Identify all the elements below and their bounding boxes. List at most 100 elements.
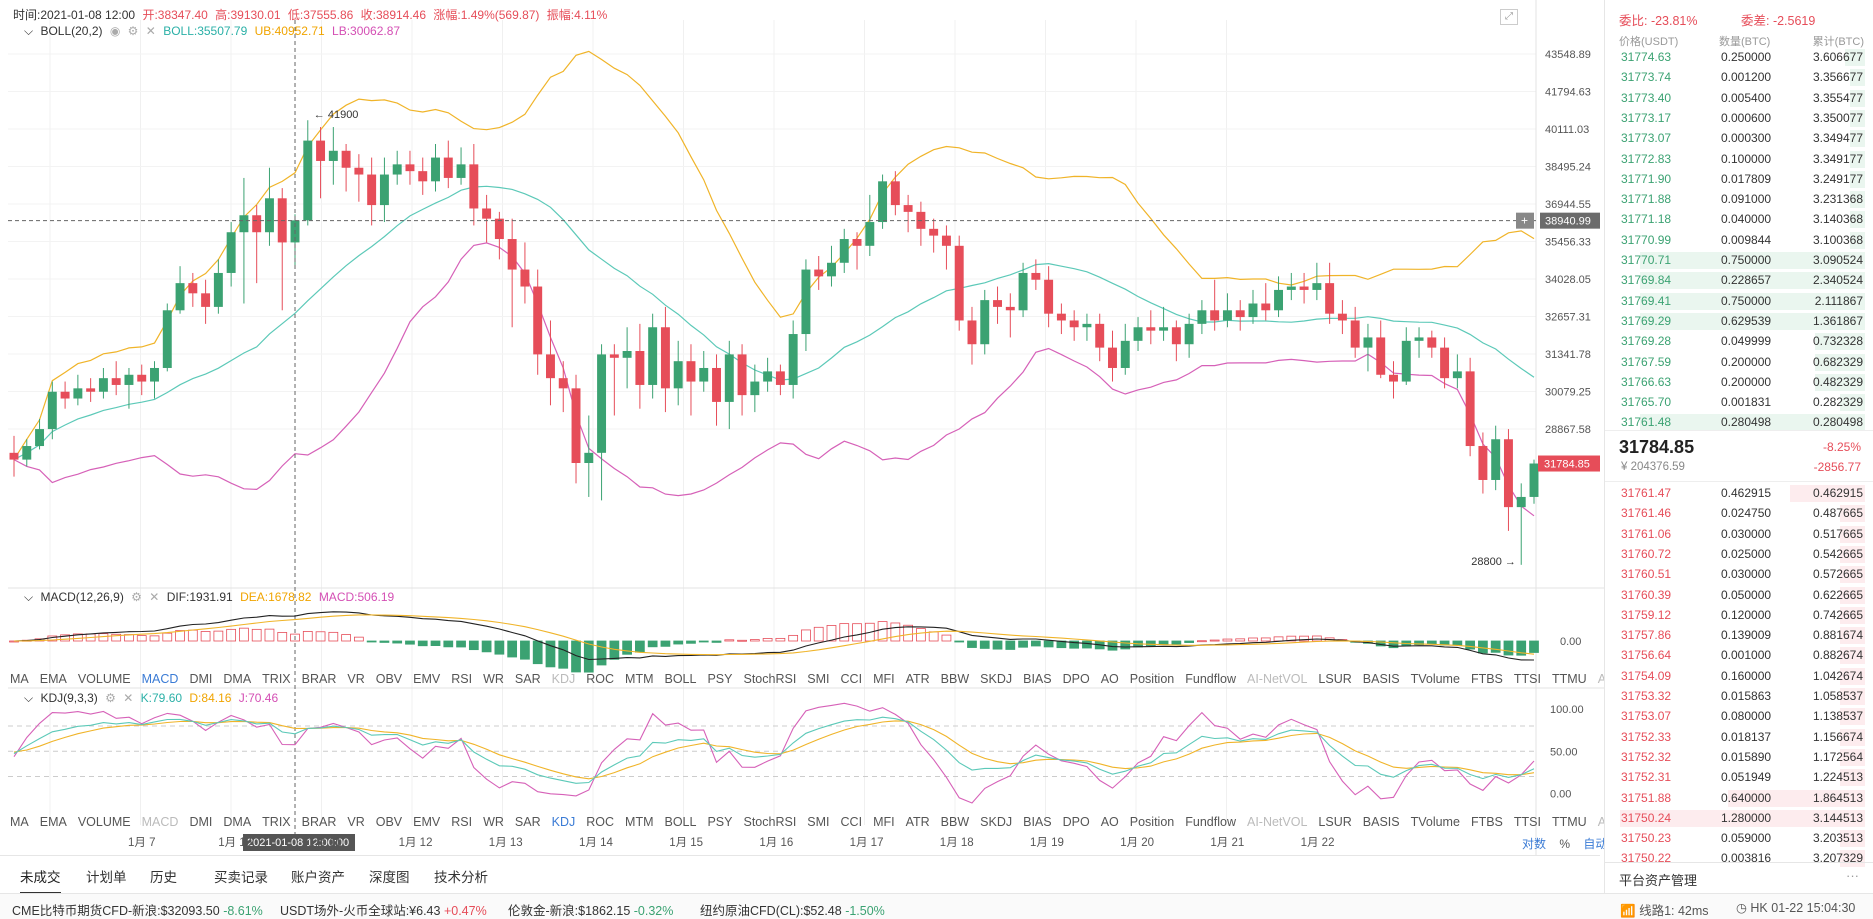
ask-row[interactable]: 31769.41 0.750000 2.111867 [1605,291,1873,311]
indicator-mtm[interactable]: MTM [625,672,654,686]
ticker-item[interactable]: USDT场外-火币全球站:¥6.43 +0.47% [280,900,487,919]
bid-row[interactable]: 31756.64 0.001000 0.882674 [1605,645,1873,665]
indicator-bbw[interactable]: BBW [940,672,970,686]
indicator-smi[interactable]: SMI [807,672,830,686]
indicator-position[interactable]: Position [1129,815,1175,829]
indicator-volume[interactable]: VOLUME [77,815,131,829]
indicator-mtm[interactable]: MTM [625,815,654,829]
indicator-mfi[interactable]: MFI [873,672,895,686]
indicator-ttmu[interactable]: TTMU [1551,815,1587,829]
bid-row[interactable]: 31761.06 0.030000 0.517665 [1605,524,1873,544]
indicator-ma[interactable]: MA [10,815,29,829]
indicator-ao[interactable]: AO [1100,672,1119,686]
bid-row[interactable]: 31760.51 0.030000 0.572665 [1605,564,1873,584]
indicator-ttsi[interactable]: TTSI [1513,815,1541,829]
bid-row[interactable]: 31754.09 0.160000 1.042674 [1605,666,1873,686]
fullscreen-icon[interactable]: ⤢ [1500,9,1518,25]
indicator-skdj[interactable]: SKDJ [980,672,1013,686]
indicator-dpo[interactable]: DPO [1062,815,1090,829]
bid-row[interactable]: 31753.07 0.080000 1.138537 [1605,706,1873,726]
ask-row[interactable]: 31761.48 0.280498 0.280498 [1605,412,1873,432]
auto-scale-button[interactable]: 自动 [1583,837,1608,851]
ticker-item[interactable]: CME比特币期货CFD-新浪:$32093.50 -8.61% [12,900,263,919]
indicator-ftbs[interactable]: FTBS [1470,815,1503,829]
ask-row[interactable]: 31771.90 0.017809 3.249177 [1605,169,1873,189]
indicator-rsi[interactable]: RSI [451,672,473,686]
indicator-sar[interactable]: SAR [514,815,541,829]
indicator-emv[interactable]: EMV [413,672,441,686]
bid-row[interactable]: 31759.12 0.120000 0.742665 [1605,605,1873,625]
ask-row[interactable]: 31770.71 0.750000 3.090524 [1605,250,1873,270]
tab-2[interactable]: 历史 [150,870,177,885]
tab-1[interactable]: 计划单 [86,870,127,885]
indicator-ai-netvol[interactable]: AI-NetVOL [1246,672,1308,686]
indicator-bias[interactable]: BIAS [1023,672,1052,686]
ask-row[interactable]: 31769.84 0.228657 2.340524 [1605,270,1873,290]
indicator-obv[interactable]: OBV [375,672,403,686]
indicator-sar[interactable]: SAR [514,672,541,686]
indicator-dmi[interactable]: DMI [189,672,213,686]
indicator-boll[interactable]: BOLL [664,815,697,829]
ask-row[interactable]: 31773.74 0.001200 3.356677 [1605,67,1873,87]
indicator-dma[interactable]: DMA [223,672,252,686]
bid-row[interactable]: 31757.86 0.139009 0.881674 [1605,625,1873,645]
indicator-ttsi[interactable]: TTSI [1513,672,1541,686]
indicator-fundflow[interactable]: Fundflow [1185,815,1236,829]
indicator-cci[interactable]: CCI [840,815,863,829]
ask-row[interactable]: 31773.07 0.000300 3.349477 [1605,128,1873,148]
indicator-trix[interactable]: TRIX [262,672,291,686]
ask-row[interactable]: 31770.99 0.009844 3.100368 [1605,230,1873,250]
indicator-psy[interactable]: PSY [707,815,733,829]
bid-row[interactable]: 31752.32 0.015890 1.172564 [1605,747,1873,767]
indicator-psy[interactable]: PSY [707,672,733,686]
tab-3[interactable]: 买卖记录 [214,870,268,885]
indicator-atr[interactable]: ATR [905,815,930,829]
indicator-atr[interactable]: ATR [905,672,930,686]
gear-icon[interactable]: ⚙ [105,691,116,705]
indicator-volume[interactable]: VOLUME [77,672,131,686]
ask-row[interactable]: 31765.70 0.001831 0.282329 [1605,392,1873,412]
indicator-stochrsi[interactable]: StochRSI [743,672,797,686]
bid-row[interactable]: 31752.31 0.051949 1.224513 [1605,767,1873,787]
indicator-position[interactable]: Position [1129,672,1175,686]
indicator-smi[interactable]: SMI [807,815,830,829]
indicator-ema[interactable]: EMA [39,815,67,829]
indicator-dmi[interactable]: DMI [189,815,213,829]
indicator-cci[interactable]: CCI [840,672,863,686]
indicator-tvolume[interactable]: TVolume [1410,672,1460,686]
chevron-down-icon[interactable]: ⌵ [24,590,34,604]
indicator-bias[interactable]: BIAS [1023,815,1052,829]
ask-row[interactable]: 31767.59 0.200000 0.682329 [1605,352,1873,372]
indicator-vr[interactable]: VR [347,672,365,686]
bid-row[interactable]: 31753.32 0.015863 1.058537 [1605,686,1873,706]
more-icon[interactable]: ··· [1846,868,1859,883]
indicator-kdj[interactable]: KDJ [551,672,576,686]
close-icon[interactable]: ✕ [149,590,160,604]
indicator-ma[interactable]: MA [10,672,29,686]
indicator-roc[interactable]: ROC [586,672,615,686]
indicator-stochrsi[interactable]: StochRSI [743,815,797,829]
bid-row[interactable]: 31761.46 0.024750 0.487665 [1605,503,1873,523]
indicator-tvolume[interactable]: TVolume [1410,815,1460,829]
bid-row[interactable]: 31761.47 0.462915 0.462915 [1605,483,1873,503]
indicator-vr[interactable]: VR [347,815,365,829]
indicator-ema[interactable]: EMA [39,672,67,686]
indicator-trix[interactable]: TRIX [262,815,291,829]
ask-row[interactable]: 31766.63 0.200000 0.482329 [1605,372,1873,392]
ask-row[interactable]: 31774.63 0.250000 3.606677 [1605,47,1873,67]
ask-row[interactable]: 31773.17 0.000600 3.350077 [1605,108,1873,128]
tab-0[interactable]: 未成交 [20,866,61,894]
indicator-skdj[interactable]: SKDJ [980,815,1013,829]
indicator-fundflow[interactable]: Fundflow [1185,672,1236,686]
bid-row[interactable]: 31752.33 0.018137 1.156674 [1605,727,1873,747]
bid-row[interactable]: 31760.72 0.025000 0.542665 [1605,544,1873,564]
bid-row[interactable]: 31760.39 0.050000 0.622665 [1605,585,1873,605]
ask-row[interactable]: 31772.83 0.100000 3.349177 [1605,149,1873,169]
ask-row[interactable]: 31771.18 0.040000 3.140368 [1605,209,1873,229]
indicator-ao[interactable]: AO [1100,815,1119,829]
indicator-wr[interactable]: WR [483,815,504,829]
gear-icon[interactable]: ⚙ [127,24,139,38]
indicator-macd[interactable]: MACD [141,815,179,829]
indicator-ai-netvol[interactable]: AI-NetVOL [1246,815,1308,829]
indicator-mfi[interactable]: MFI [873,815,895,829]
